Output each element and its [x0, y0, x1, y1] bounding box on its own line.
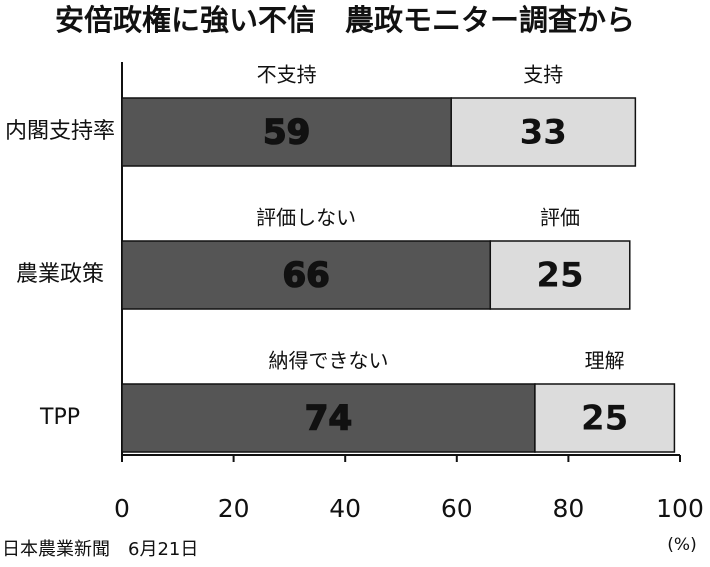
segment-label: 評価しない	[256, 206, 356, 230]
bar-segment	[489, 240, 631, 310]
chart-title: 安倍政権に強い不信 農政モニター調査から	[55, 3, 635, 37]
x-tick-label: 60	[441, 494, 473, 523]
x-unit: (%)	[667, 535, 696, 555]
x-tick-label: 20	[218, 494, 250, 523]
value-label: 25	[536, 256, 583, 296]
value-label: 59	[263, 113, 310, 153]
bar-segment	[534, 383, 676, 453]
x-tick-label: 100	[656, 494, 704, 523]
category-label: 内閣支持率	[5, 119, 115, 144]
bar-segment	[450, 97, 637, 167]
segment-label: 理解	[585, 349, 625, 373]
segment-label: 納得できない	[268, 349, 388, 373]
value-label: 25	[581, 399, 628, 439]
value-label: 33	[520, 113, 567, 153]
bar-segment	[121, 97, 452, 167]
x-tick-label: 0	[114, 494, 130, 523]
value-label: 74	[305, 399, 352, 439]
value-label: 66	[282, 256, 329, 296]
x-tick-label: 40	[329, 494, 361, 523]
segment-label: 評価	[540, 206, 580, 230]
segment-label: 支持	[523, 63, 563, 87]
category-label: TPP	[39, 405, 80, 430]
segment-label: 不支持	[257, 63, 317, 87]
x-tick-label: 80	[552, 494, 584, 523]
category-label: 農業政策	[16, 262, 104, 287]
source: 日本農業新聞 6月21日	[2, 539, 198, 560]
